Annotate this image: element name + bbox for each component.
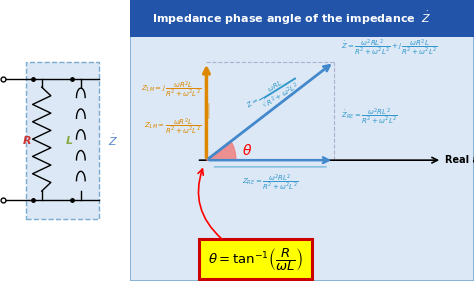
FancyBboxPatch shape xyxy=(199,239,312,279)
FancyBboxPatch shape xyxy=(26,62,99,219)
Polygon shape xyxy=(207,141,236,160)
Text: $\dot{Z}_{RE} = \dfrac{\omega^2 RL^2}{R^2 + \omega^2 L^2}$: $\dot{Z}_{RE} = \dfrac{\omega^2 RL^2}{R^… xyxy=(341,106,398,126)
Text: $Z_{1M} = j\,\dfrac{\omega R^2 L}{R^2 + \omega^2 L^2}$: $Z_{1M} = j\,\dfrac{\omega R^2 L}{R^2 + … xyxy=(141,80,201,99)
Text: $Z_{1M} = \dfrac{\omega R^2 L}{R^2 + \omega^2 L^2}$: $Z_{1M} = \dfrac{\omega R^2 L}{R^2 + \om… xyxy=(144,116,201,136)
Text: $\theta = \tan^{-1}\!\left(\dfrac{R}{\omega L}\right)$: $\theta = \tan^{-1}\!\left(\dfrac{R}{\om… xyxy=(208,246,303,273)
Bar xyxy=(130,0,474,37)
Text: $\dot{Z}$: $\dot{Z}$ xyxy=(109,133,118,148)
Text: R: R xyxy=(23,135,32,146)
Text: Impedance phase angle of the impedance  $\dot{Z}$: Impedance phase angle of the impedance $… xyxy=(153,10,432,27)
Text: $Z_{RE} = \dfrac{\omega^2 RL^2}{R^2 + \omega^2 L^2}$: $Z_{RE} = \dfrac{\omega^2 RL^2}{R^2 + \o… xyxy=(242,173,299,192)
Text: $Z = \dfrac{\omega RL}{\sqrt{R^2 + \omega^2 L^2}}$: $Z = \dfrac{\omega RL}{\sqrt{R^2 + \omeg… xyxy=(244,71,302,119)
Text: Real axis: Real axis xyxy=(445,155,474,165)
Text: $\theta$: $\theta$ xyxy=(242,143,252,158)
Text: L: L xyxy=(65,135,73,146)
Text: $\dot{Z} = \dfrac{\omega^2 RL^2}{R^2 + \omega^2 L^2} + j\,\dfrac{\omega R^2 L}{R: $\dot{Z} = \dfrac{\omega^2 RL^2}{R^2 + \… xyxy=(341,38,438,57)
